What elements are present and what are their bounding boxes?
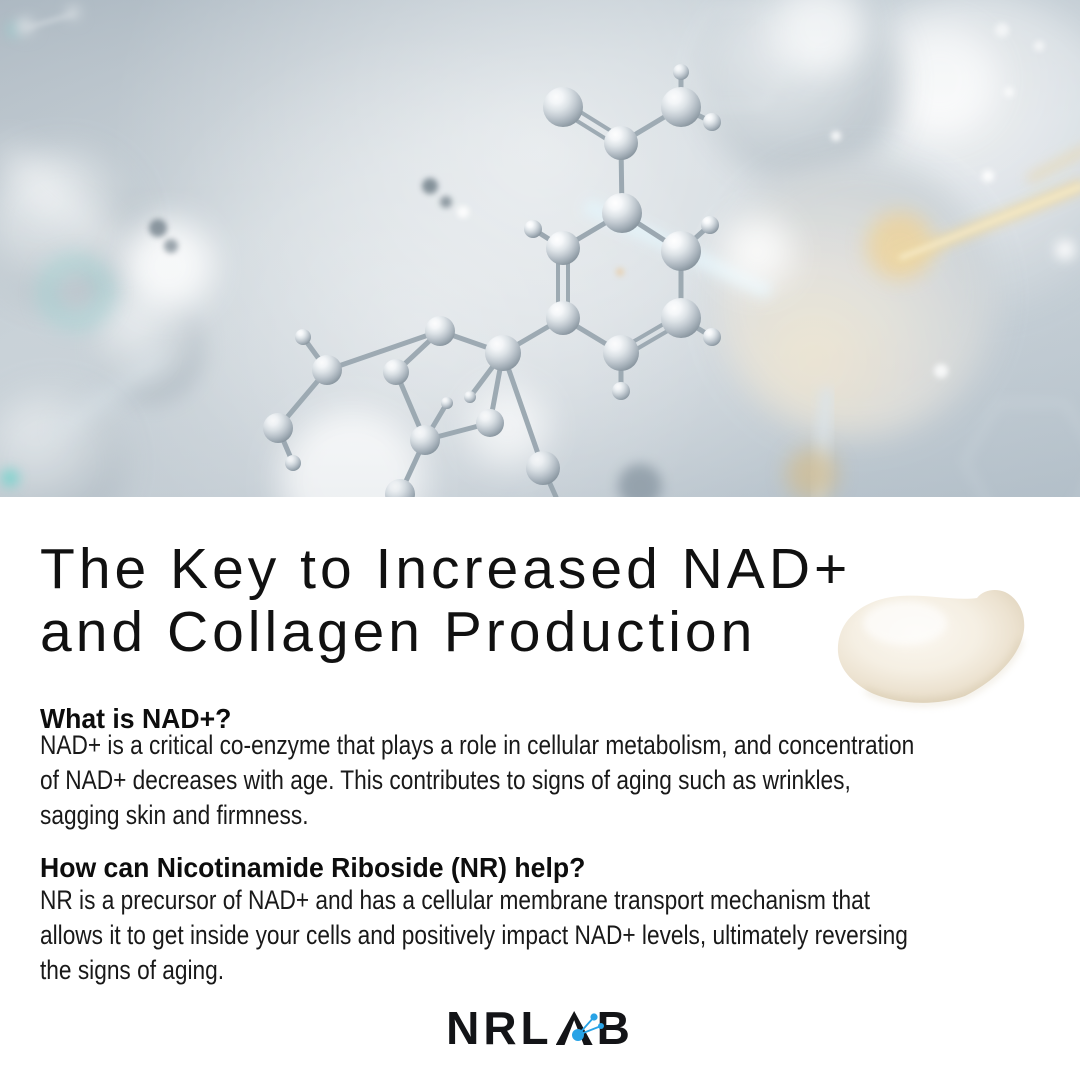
section-1-line-1: NAD+ is a critical co-enzyme that plays …	[40, 730, 915, 760]
page-title: The Key to Increased NAD+ and Collagen P…	[40, 538, 851, 664]
section-1-body: NAD+ is a critical co-enzyme that plays …	[40, 728, 1080, 833]
section-2-line-1: NR is a precursor of NAD+ and has a cell…	[40, 885, 871, 915]
section-1-title: What is NAD+?	[40, 703, 232, 734]
logo-letter-a	[555, 1011, 604, 1045]
brand-logo: NRL B	[0, 1005, 1080, 1051]
section-2-title: How can Nicotinamide Riboside (NR) help?	[40, 852, 586, 883]
section-2-line-2: allows it to get inside your cells and p…	[40, 920, 908, 950]
section-1-line-3: sagging skin and firmness.	[40, 800, 309, 830]
page-title-line1: The Key to Increased NAD+	[40, 537, 852, 601]
cream-swatch	[837, 590, 1025, 706]
section-2-body: NR is a precursor of NAD+ and has a cell…	[40, 883, 1073, 988]
logo-molecule-icon	[571, 1013, 604, 1041]
page-title-line2: and Collagen Production	[40, 600, 757, 664]
section-1-line-2: of NAD+ decreases with age. This contrib…	[40, 765, 851, 795]
molecule-3d-icon	[0, 0, 1080, 497]
molecule-image	[0, 0, 1080, 497]
logo-text-nrl: NRL	[446, 1002, 553, 1054]
section-2-line-3: the signs of aging.	[40, 955, 225, 985]
